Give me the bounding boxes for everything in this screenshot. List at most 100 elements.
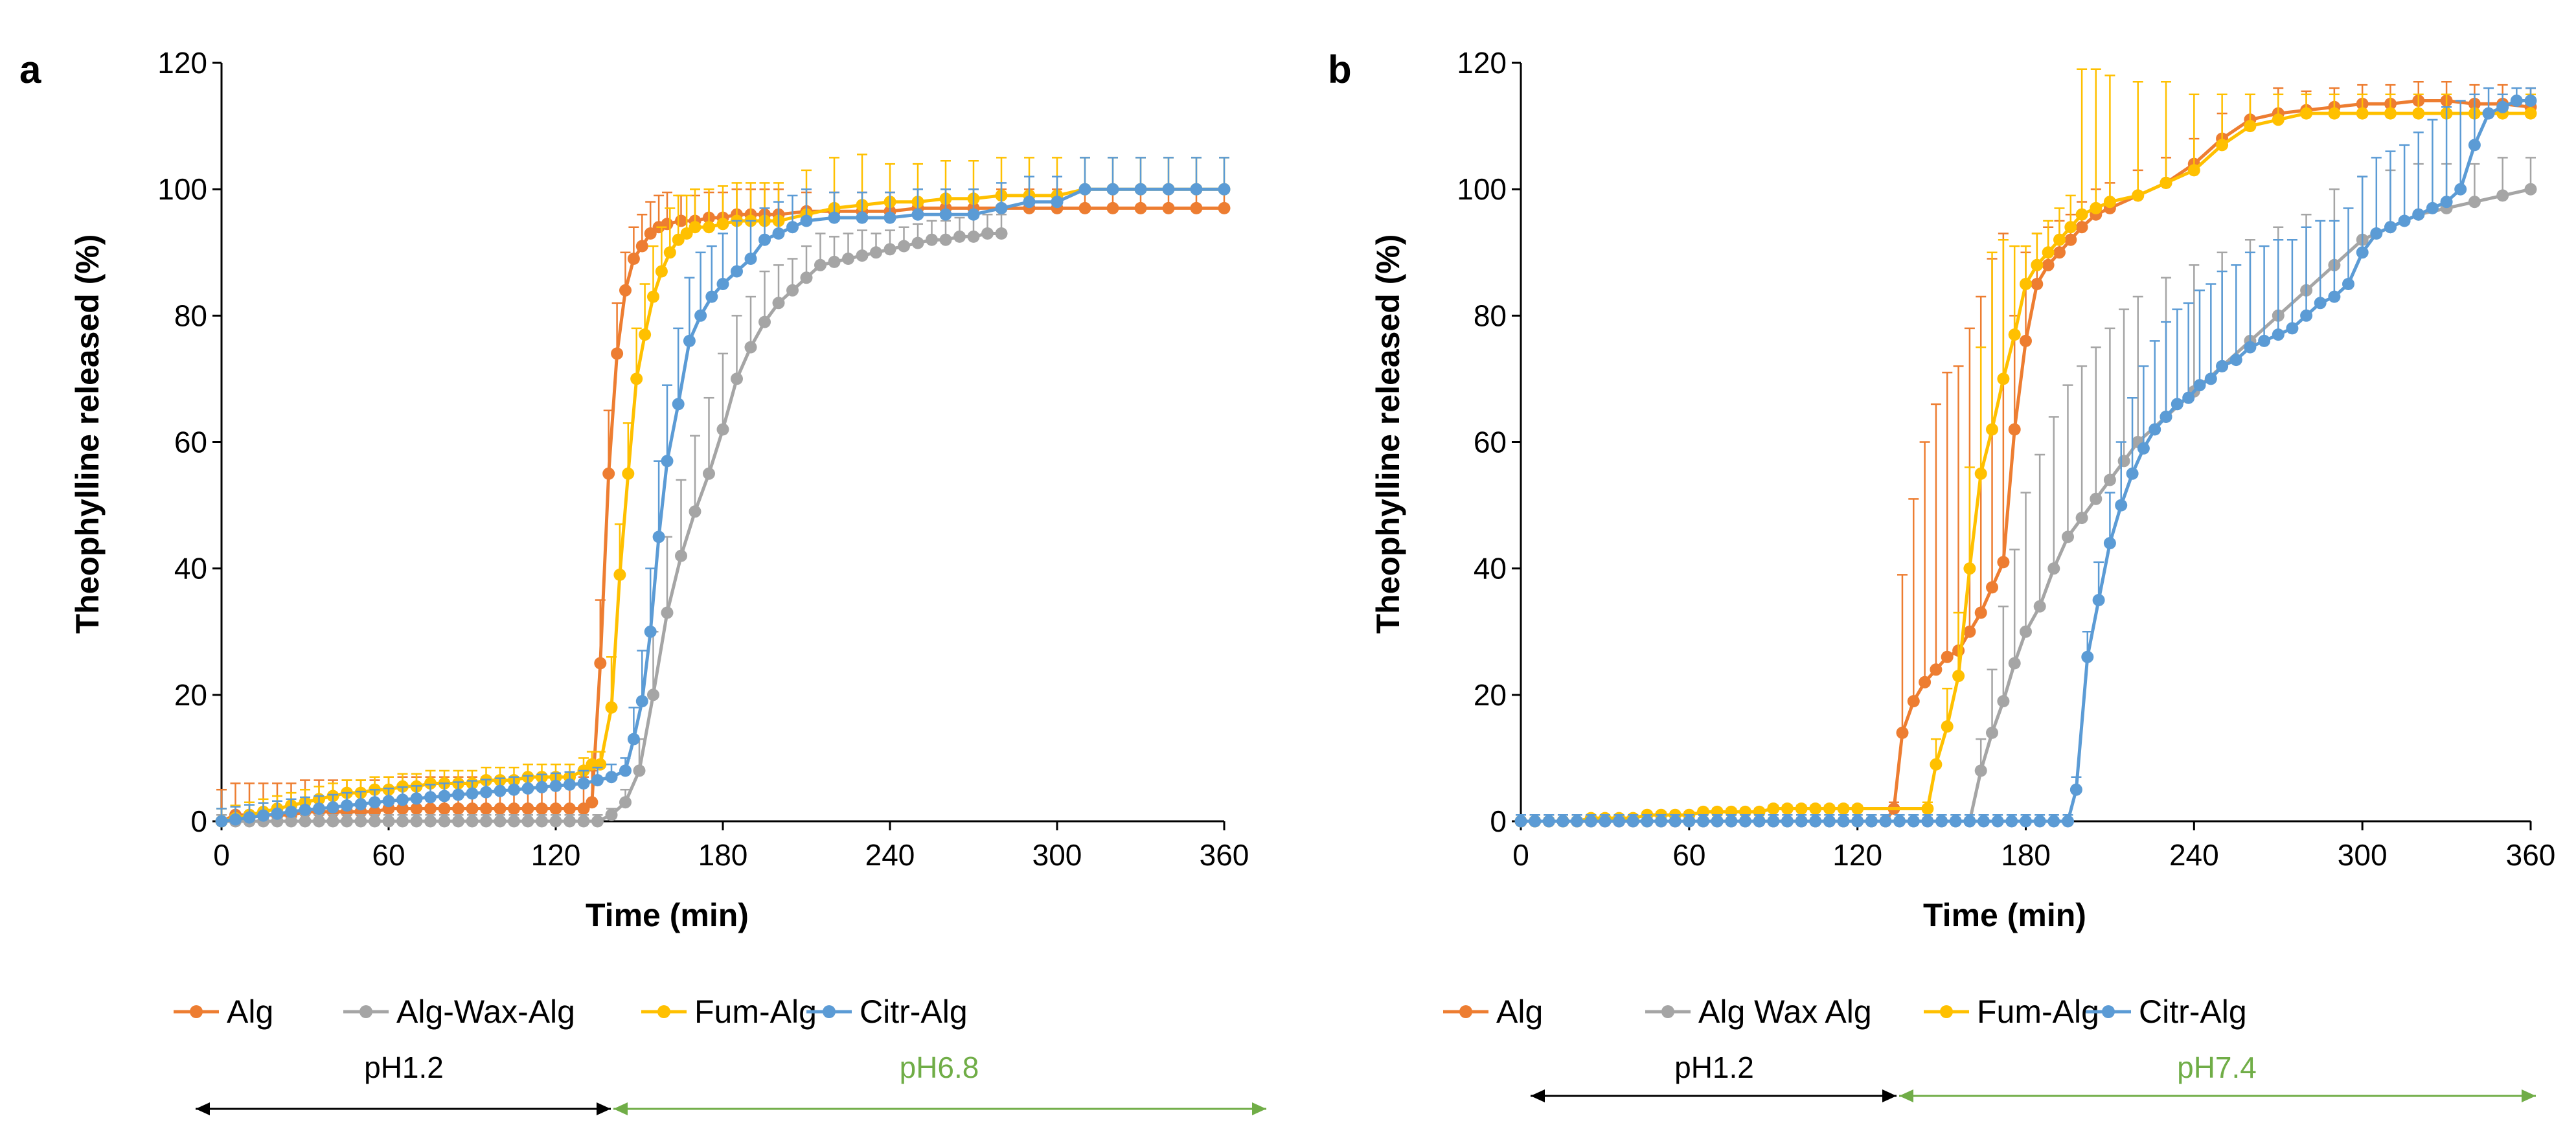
- data-point: [1997, 695, 2010, 708]
- data-point: [939, 233, 952, 246]
- data-point: [758, 315, 771, 328]
- panel-b-series-layer: [1514, 68, 2537, 828]
- data-point: [2356, 246, 2369, 259]
- data-point: [633, 764, 646, 777]
- data-point: [981, 227, 994, 240]
- x-tick-label: 0: [1512, 838, 1529, 872]
- data-point: [2412, 107, 2425, 120]
- data-point: [1725, 815, 1738, 828]
- data-point: [564, 778, 576, 791]
- data-point: [1190, 201, 1203, 214]
- data-point: [1865, 815, 1878, 828]
- data-point: [2440, 196, 2453, 209]
- data-point: [2020, 334, 2032, 347]
- data-point: [1893, 815, 1906, 828]
- y-tick-label: 0: [1490, 804, 1507, 838]
- data-point: [883, 243, 896, 256]
- data-point: [705, 290, 718, 303]
- data-point: [1669, 815, 1681, 828]
- data-point: [716, 218, 729, 231]
- data-point: [786, 221, 799, 234]
- data-point: [1711, 815, 1724, 828]
- data-point: [1837, 815, 1850, 828]
- data-point: [883, 211, 896, 224]
- data-point: [410, 815, 423, 828]
- data-point: [2092, 594, 2105, 606]
- data-point: [326, 815, 339, 828]
- data-point: [675, 214, 687, 227]
- phase-arrow-head-right: [1252, 1102, 1266, 1115]
- data-point: [1190, 183, 1203, 196]
- data-point: [2454, 183, 2467, 196]
- data-point: [2510, 95, 2523, 107]
- y-tick-label: 0: [190, 804, 207, 838]
- data-point: [683, 334, 696, 347]
- data-point: [1851, 815, 1864, 828]
- data-point: [622, 467, 635, 480]
- data-point: [424, 802, 437, 815]
- data-point: [758, 233, 771, 246]
- data-point: [672, 398, 685, 411]
- data-point: [257, 809, 269, 822]
- legend-label: Alg-Wax-Alg: [396, 994, 575, 1030]
- data-point: [2020, 278, 2032, 290]
- series-citr-alg: [1514, 87, 2537, 828]
- data-point: [410, 792, 423, 805]
- phase-label-buffer: pH7.4: [2177, 1051, 2257, 1084]
- data-point: [911, 236, 924, 249]
- series-line: [1521, 99, 2531, 823]
- data-point: [1556, 815, 1569, 828]
- data-point: [2524, 183, 2537, 196]
- data-point: [424, 815, 437, 828]
- data-point: [2103, 473, 2116, 486]
- x-tick-label: 240: [865, 838, 915, 872]
- data-point: [2171, 398, 2183, 411]
- data-point: [1795, 815, 1808, 828]
- data-point: [2103, 537, 2116, 550]
- data-point: [2193, 379, 2206, 392]
- data-point: [2020, 625, 2032, 638]
- data-point: [2075, 512, 2088, 525]
- data-point: [655, 265, 668, 278]
- data-point: [369, 796, 381, 809]
- data-point: [1655, 815, 1667, 828]
- data-point: [2053, 233, 2066, 246]
- data-point: [1697, 815, 1709, 828]
- data-point: [2008, 657, 2021, 670]
- data-point: [939, 208, 952, 221]
- panel-b-y-axis-label: Theophylline released (%): [1370, 234, 1406, 634]
- data-point: [800, 271, 813, 284]
- data-point: [635, 240, 648, 253]
- data-point: [396, 815, 409, 828]
- data-point: [1626, 815, 1639, 828]
- data-point: [2328, 107, 2341, 120]
- data-point: [2258, 334, 2271, 347]
- x-tick-label: 240: [2169, 838, 2219, 872]
- data-point: [396, 793, 409, 806]
- data-point: [1134, 201, 1147, 214]
- data-point: [1907, 815, 1920, 828]
- data-point: [828, 211, 841, 224]
- data-point: [466, 802, 479, 815]
- series-line: [1521, 111, 2531, 823]
- data-point: [1571, 815, 1584, 828]
- y-tick-label: 20: [1474, 678, 1507, 712]
- data-point: [2468, 196, 2481, 209]
- data-point: [521, 815, 534, 828]
- data-point: [549, 779, 562, 792]
- data-point: [2204, 372, 2217, 385]
- data-point: [2103, 196, 2116, 209]
- data-point: [1919, 676, 1932, 688]
- data-point: [2216, 139, 2229, 152]
- data-point: [2042, 258, 2055, 271]
- data-point: [2090, 201, 2103, 214]
- data-point: [521, 782, 534, 795]
- data-point: [611, 347, 624, 360]
- data-point: [675, 549, 687, 562]
- data-point: [2042, 246, 2055, 259]
- data-point: [2216, 359, 2229, 372]
- data-point: [661, 606, 674, 619]
- data-point: [856, 211, 869, 224]
- data-point: [2272, 113, 2285, 126]
- data-point: [424, 791, 437, 804]
